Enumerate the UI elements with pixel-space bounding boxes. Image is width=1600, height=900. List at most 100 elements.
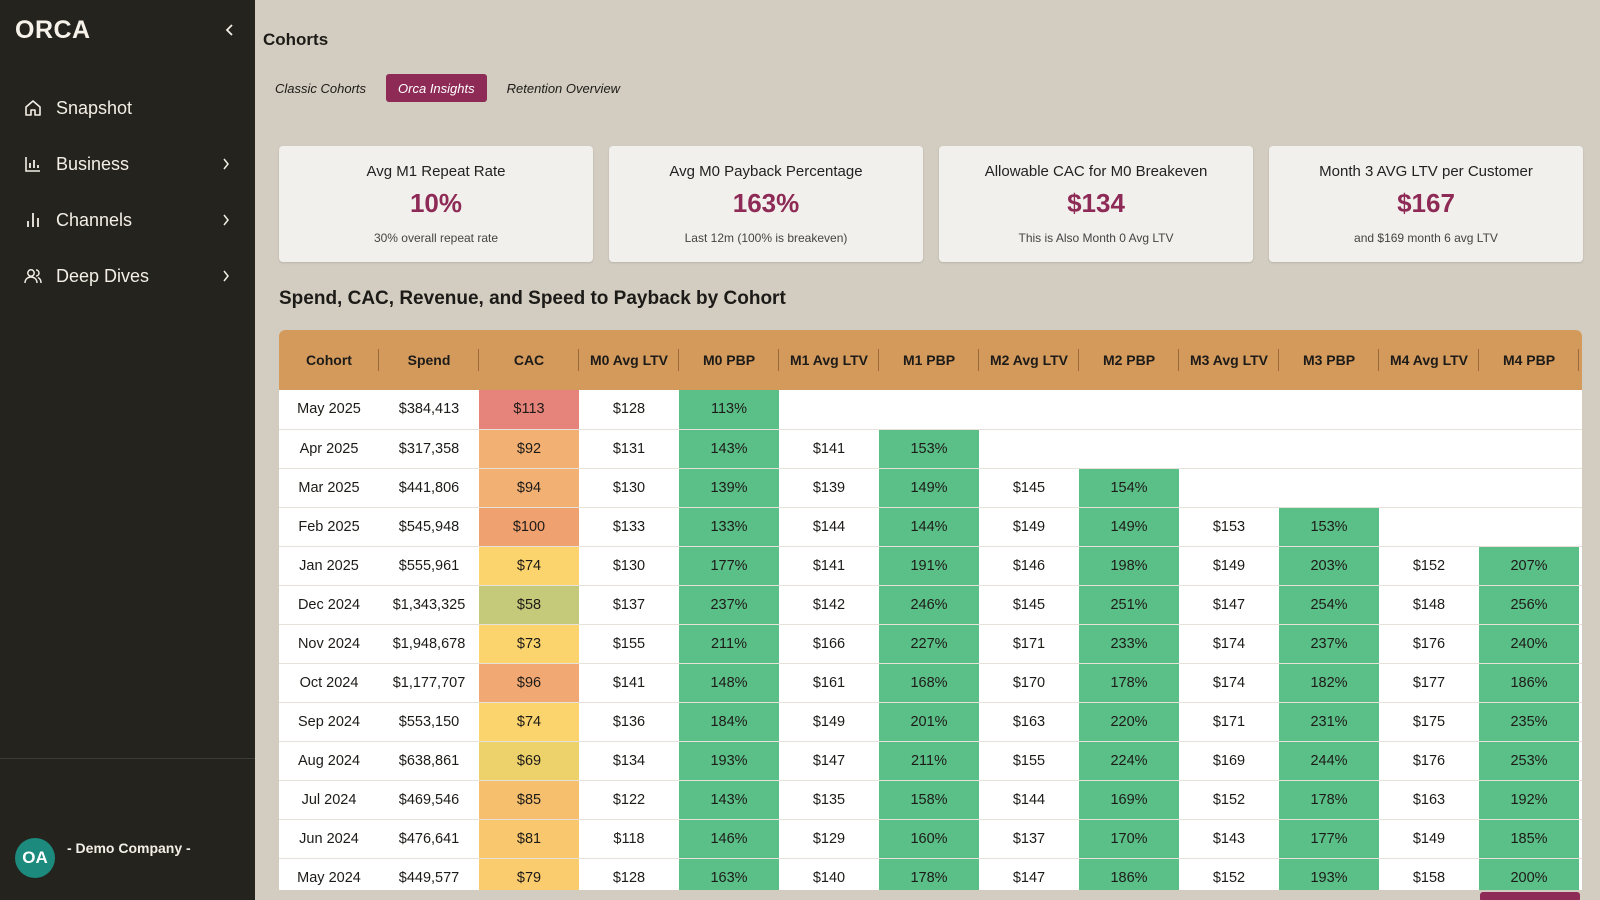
collapse-sidebar-button[interactable] [220,20,240,40]
table-cell: 144% [879,507,979,547]
column-header[interactable]: M4 PBP [1479,330,1579,390]
kpi-value: 163% [732,188,800,218]
table-cell: 158% [879,780,979,820]
table-cell: $177 [1379,663,1479,703]
table-cell: $141 [579,663,679,703]
table-cell: 192% [1479,780,1579,820]
column-header[interactable]: M4 Avg LTV [1379,330,1479,390]
table-cell: 160% [879,819,979,859]
column-header[interactable]: M0 Avg LTV [579,330,679,390]
table-cell: 240% [1479,624,1579,664]
user-menu[interactable]: OA - Demo Company - [15,838,191,878]
sidebar-item-deep-dives[interactable]: Deep Dives [0,248,255,304]
cohort-table-container[interactable]: Cohort Spend CAC M0 Avg LTV M0 PBP M1 Avg LTV… [279,330,1582,890]
tab-retention-overview[interactable]: Retention Overview [506,80,621,96]
table-cell: $176 [1379,624,1479,664]
table-cell: 231% [1279,702,1379,742]
table-cell: $131 [579,429,679,469]
table-cell: 170% [1079,819,1179,859]
table-cell: $469,546 [379,780,479,820]
kpi-card-repeat-rate: Avg M1 Repeat Rate 10% 30% overall repea… [279,146,593,262]
tab-classic-cohorts[interactable]: Classic Cohorts [275,80,367,96]
table-cell: $175 [1379,702,1479,742]
sidebar-item-snapshot[interactable]: Snapshot [0,80,255,136]
table-cell: $129 [779,819,879,859]
table-cell [1179,390,1279,430]
table-cell: 149% [879,468,979,508]
table-row: May 2024 $449,577 $79 $128 163% $140 178% $147 1… [279,858,1582,890]
table-cell: $158 [1379,858,1479,890]
table-cell: Feb 2025 [279,507,379,547]
table-cell [1279,390,1379,430]
kpi-value: $134 [1067,188,1125,218]
table-cell: Aug 2024 [279,741,379,781]
table-cell: 237% [1279,624,1379,664]
tab-orca-insights[interactable]: Orca Insights [386,74,487,102]
section-title: Spend, CAC, Revenue, and Speed to Paybac… [279,288,786,309]
table-cell [979,429,1079,469]
table-cell [1479,390,1579,430]
column-header[interactable]: M2 Avg LTV [979,330,1079,390]
table-cell: $174 [1179,624,1279,664]
column-header[interactable]: M3 PBP [1279,330,1379,390]
table-cell-overflow [1579,468,1582,508]
table-cell: $384,413 [379,390,479,430]
table-cell: $149 [1379,819,1479,859]
column-header[interactable]: M2 PBP [1079,330,1179,390]
table-cell: 193% [1279,858,1379,890]
table-cell: 169% [1079,780,1179,820]
table-cell: Sep 2024 [279,702,379,742]
table-row: Nov 2024 $1,948,678 $73 $155 211% $166 227% $17… [279,624,1582,664]
column-header[interactable]: M0 PBP [679,330,779,390]
table-row: May 2025 $384,413 $113 $128 113% [279,390,1582,430]
table-cell: $96 [479,663,579,703]
table-cell: $139 [779,468,879,508]
table-cell-overflow [1579,858,1582,890]
sidebar-item-channels[interactable]: Channels [0,192,255,248]
sidebar-item-business[interactable]: Business [0,136,255,192]
column-header[interactable]: Spend [379,330,479,390]
table-cell-overflow [1579,702,1582,742]
table-cell: $58 [479,585,579,625]
table-cell: 139% [679,468,779,508]
column-header[interactable]: M3 Avg LTV [1179,330,1279,390]
table-cell: $147 [979,858,1079,890]
table-cell: $79 [479,858,579,890]
table-cell: 186% [1479,663,1579,703]
table-cell: Nov 2024 [279,624,379,664]
table-cell: 207% [1479,546,1579,586]
table-cell: 211% [679,624,779,664]
scroll-indicator[interactable] [1480,892,1580,900]
table-cell [1379,468,1479,508]
kpi-cards: Avg M1 Repeat Rate 10% 30% overall repea… [279,146,1583,262]
table-cell: $163 [979,702,1079,742]
column-header[interactable]: M1 PBP [879,330,979,390]
table-cell: $128 [579,390,679,430]
table-cell: $441,806 [379,468,479,508]
table-cell: 227% [879,624,979,664]
table-cell: $113 [479,390,579,430]
table-cell: 224% [1079,741,1179,781]
table-cell: $163 [1379,780,1479,820]
column-header[interactable]: M1 Avg LTV [779,330,879,390]
chevron-left-icon [225,24,233,36]
table-cell-overflow [1579,546,1582,586]
avatar[interactable]: OA [15,838,55,878]
table-cell-overflow [1579,429,1582,469]
table-cell: $73 [479,624,579,664]
table-cell: $170 [979,663,1079,703]
column-header[interactable]: CAC [479,330,579,390]
table-cell: 178% [879,858,979,890]
table-cell: $152 [1379,546,1479,586]
table-cell: 178% [1279,780,1379,820]
table-cell: Oct 2024 [279,663,379,703]
table-cell-overflow [1579,390,1582,430]
sidebar-item-label: Snapshot [56,97,133,118]
table-cell: May 2025 [279,390,379,430]
table-cell: $94 [479,468,579,508]
table-cell: $174 [1179,663,1279,703]
table-cell: 235% [1479,702,1579,742]
table-cell: $144 [779,507,879,547]
column-header[interactable]: Cohort [279,330,379,390]
table-cell: $135 [779,780,879,820]
